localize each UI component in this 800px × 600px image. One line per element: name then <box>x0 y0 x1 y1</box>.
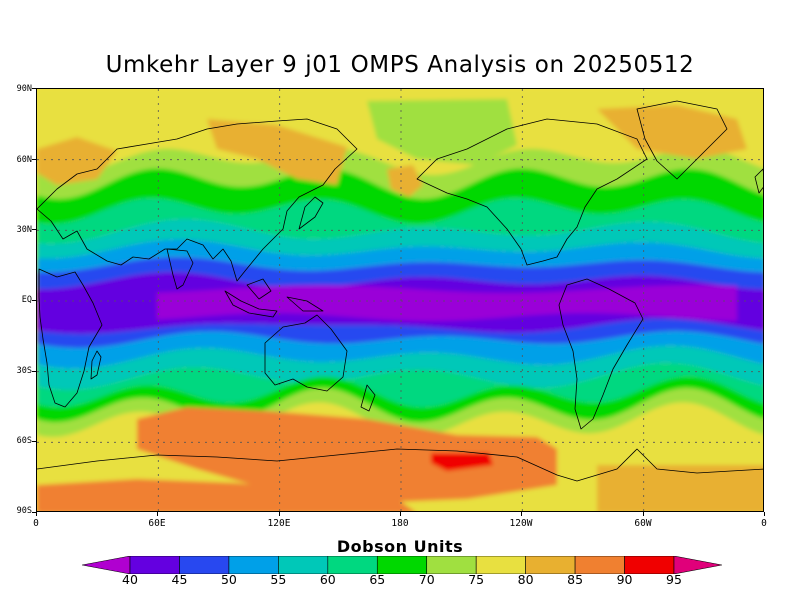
lon-label-60w: 60W <box>634 518 652 529</box>
colorbar-label: 95 <box>666 572 682 587</box>
lat-label-eq: EQ <box>21 295 32 305</box>
coastline-india <box>166 248 194 290</box>
lon-tick <box>36 512 37 516</box>
coastline-indonesia <box>224 290 278 318</box>
lat-label-90n: 90N <box>16 84 32 94</box>
lon-label-0-west: 0 <box>33 518 39 529</box>
map-title: Umkehr Layer 9 j01 OMPS Analysis on 2025… <box>105 52 695 78</box>
ozone-band-90-south-edge <box>37 479 415 511</box>
coastline-new-zealand <box>360 384 376 412</box>
ozone-band-85-north-patch-2 <box>207 119 347 185</box>
coastline-uk <box>754 168 763 194</box>
colorbar-label: 60 <box>319 572 336 587</box>
coastline-australia <box>264 314 348 392</box>
coastline-greenland <box>636 100 728 180</box>
ozone-band-90-south-belt <box>137 407 557 503</box>
colorbar-title: Dobson Units <box>336 537 464 556</box>
lon-tick <box>521 512 522 516</box>
lat-tick <box>32 159 36 160</box>
colorbar-label: 90 <box>616 572 633 587</box>
colorbar-label: 40 <box>122 572 138 587</box>
ozone-band-55-south <box>37 331 763 369</box>
lat-tick <box>32 229 36 230</box>
ozone-band-85-south-east <box>597 465 763 511</box>
colorbar-label: 55 <box>270 572 287 587</box>
lat-label-60s: 60S <box>16 436 32 446</box>
lon-label-0-east: 0 <box>761 518 767 529</box>
lat-tick <box>32 512 36 513</box>
lon-label-60e: 60E <box>148 518 166 529</box>
coastline-africa <box>38 268 103 408</box>
colorbar-label: 80 <box>517 572 534 587</box>
lon-tick <box>279 512 280 516</box>
ozone-band-40-core <box>157 285 737 321</box>
lat-label-30s: 30S <box>16 366 32 376</box>
lat-tick <box>32 300 36 301</box>
coastline-borneo <box>246 278 272 300</box>
coastline-eurasia <box>37 118 358 282</box>
lat-label-90s: 90S <box>16 506 32 516</box>
coastline-japan <box>298 196 324 230</box>
lon-label-120e: 120E <box>267 518 291 529</box>
colorbar-label: 75 <box>468 572 485 587</box>
colorbar-label: 45 <box>171 572 188 587</box>
coastlines <box>37 100 763 482</box>
coastline-madagascar <box>90 350 102 380</box>
coastline-new-guinea <box>286 296 324 312</box>
colorbar-label: 70 <box>418 572 435 587</box>
graticule <box>37 89 763 511</box>
lat-tick <box>32 371 36 372</box>
lat-tick <box>32 441 36 442</box>
lon-tick <box>157 512 158 516</box>
ozone-band-85-north-patch-3 <box>387 165 423 197</box>
ozone-band-70-north <box>37 168 763 224</box>
coastline-antarctica <box>37 448 763 482</box>
lon-tick <box>400 512 401 516</box>
lat-label-30n: 30N <box>16 225 32 235</box>
ozone-band-85-north-patch-1 <box>37 137 117 185</box>
lat-tick <box>32 88 36 89</box>
ozone-band-60-north <box>37 218 763 259</box>
colorbar <box>82 556 722 574</box>
colorbar-label: 85 <box>567 572 584 587</box>
lon-tick <box>643 512 644 516</box>
ozone-band-55-north <box>37 239 763 273</box>
lon-tick <box>764 512 765 516</box>
ozone-band-60-south <box>37 345 763 391</box>
ozone-band-50-north <box>37 257 763 290</box>
ozone-band-65-north <box>37 198 763 244</box>
lat-label-60n: 60N <box>16 155 32 165</box>
ozone-map <box>36 88 764 512</box>
ozone-band-50-south <box>37 319 763 348</box>
ozone-band-85-north-patch-4 <box>597 105 747 159</box>
ozone-band-65-south <box>37 363 763 408</box>
lon-label-180: 180 <box>391 518 409 529</box>
coastline-north-america <box>416 118 648 266</box>
ozone-band-75-polar-patch <box>367 99 517 165</box>
colorbar-label: 50 <box>220 572 237 587</box>
colorbar-above-arrow <box>673 556 722 574</box>
ozone-band-95-hotspot <box>431 453 493 471</box>
lon-label-120w: 120W <box>509 518 533 529</box>
ozone-field <box>37 89 763 511</box>
coastline-south-america <box>558 278 644 430</box>
colorbar-label: 65 <box>369 572 386 587</box>
